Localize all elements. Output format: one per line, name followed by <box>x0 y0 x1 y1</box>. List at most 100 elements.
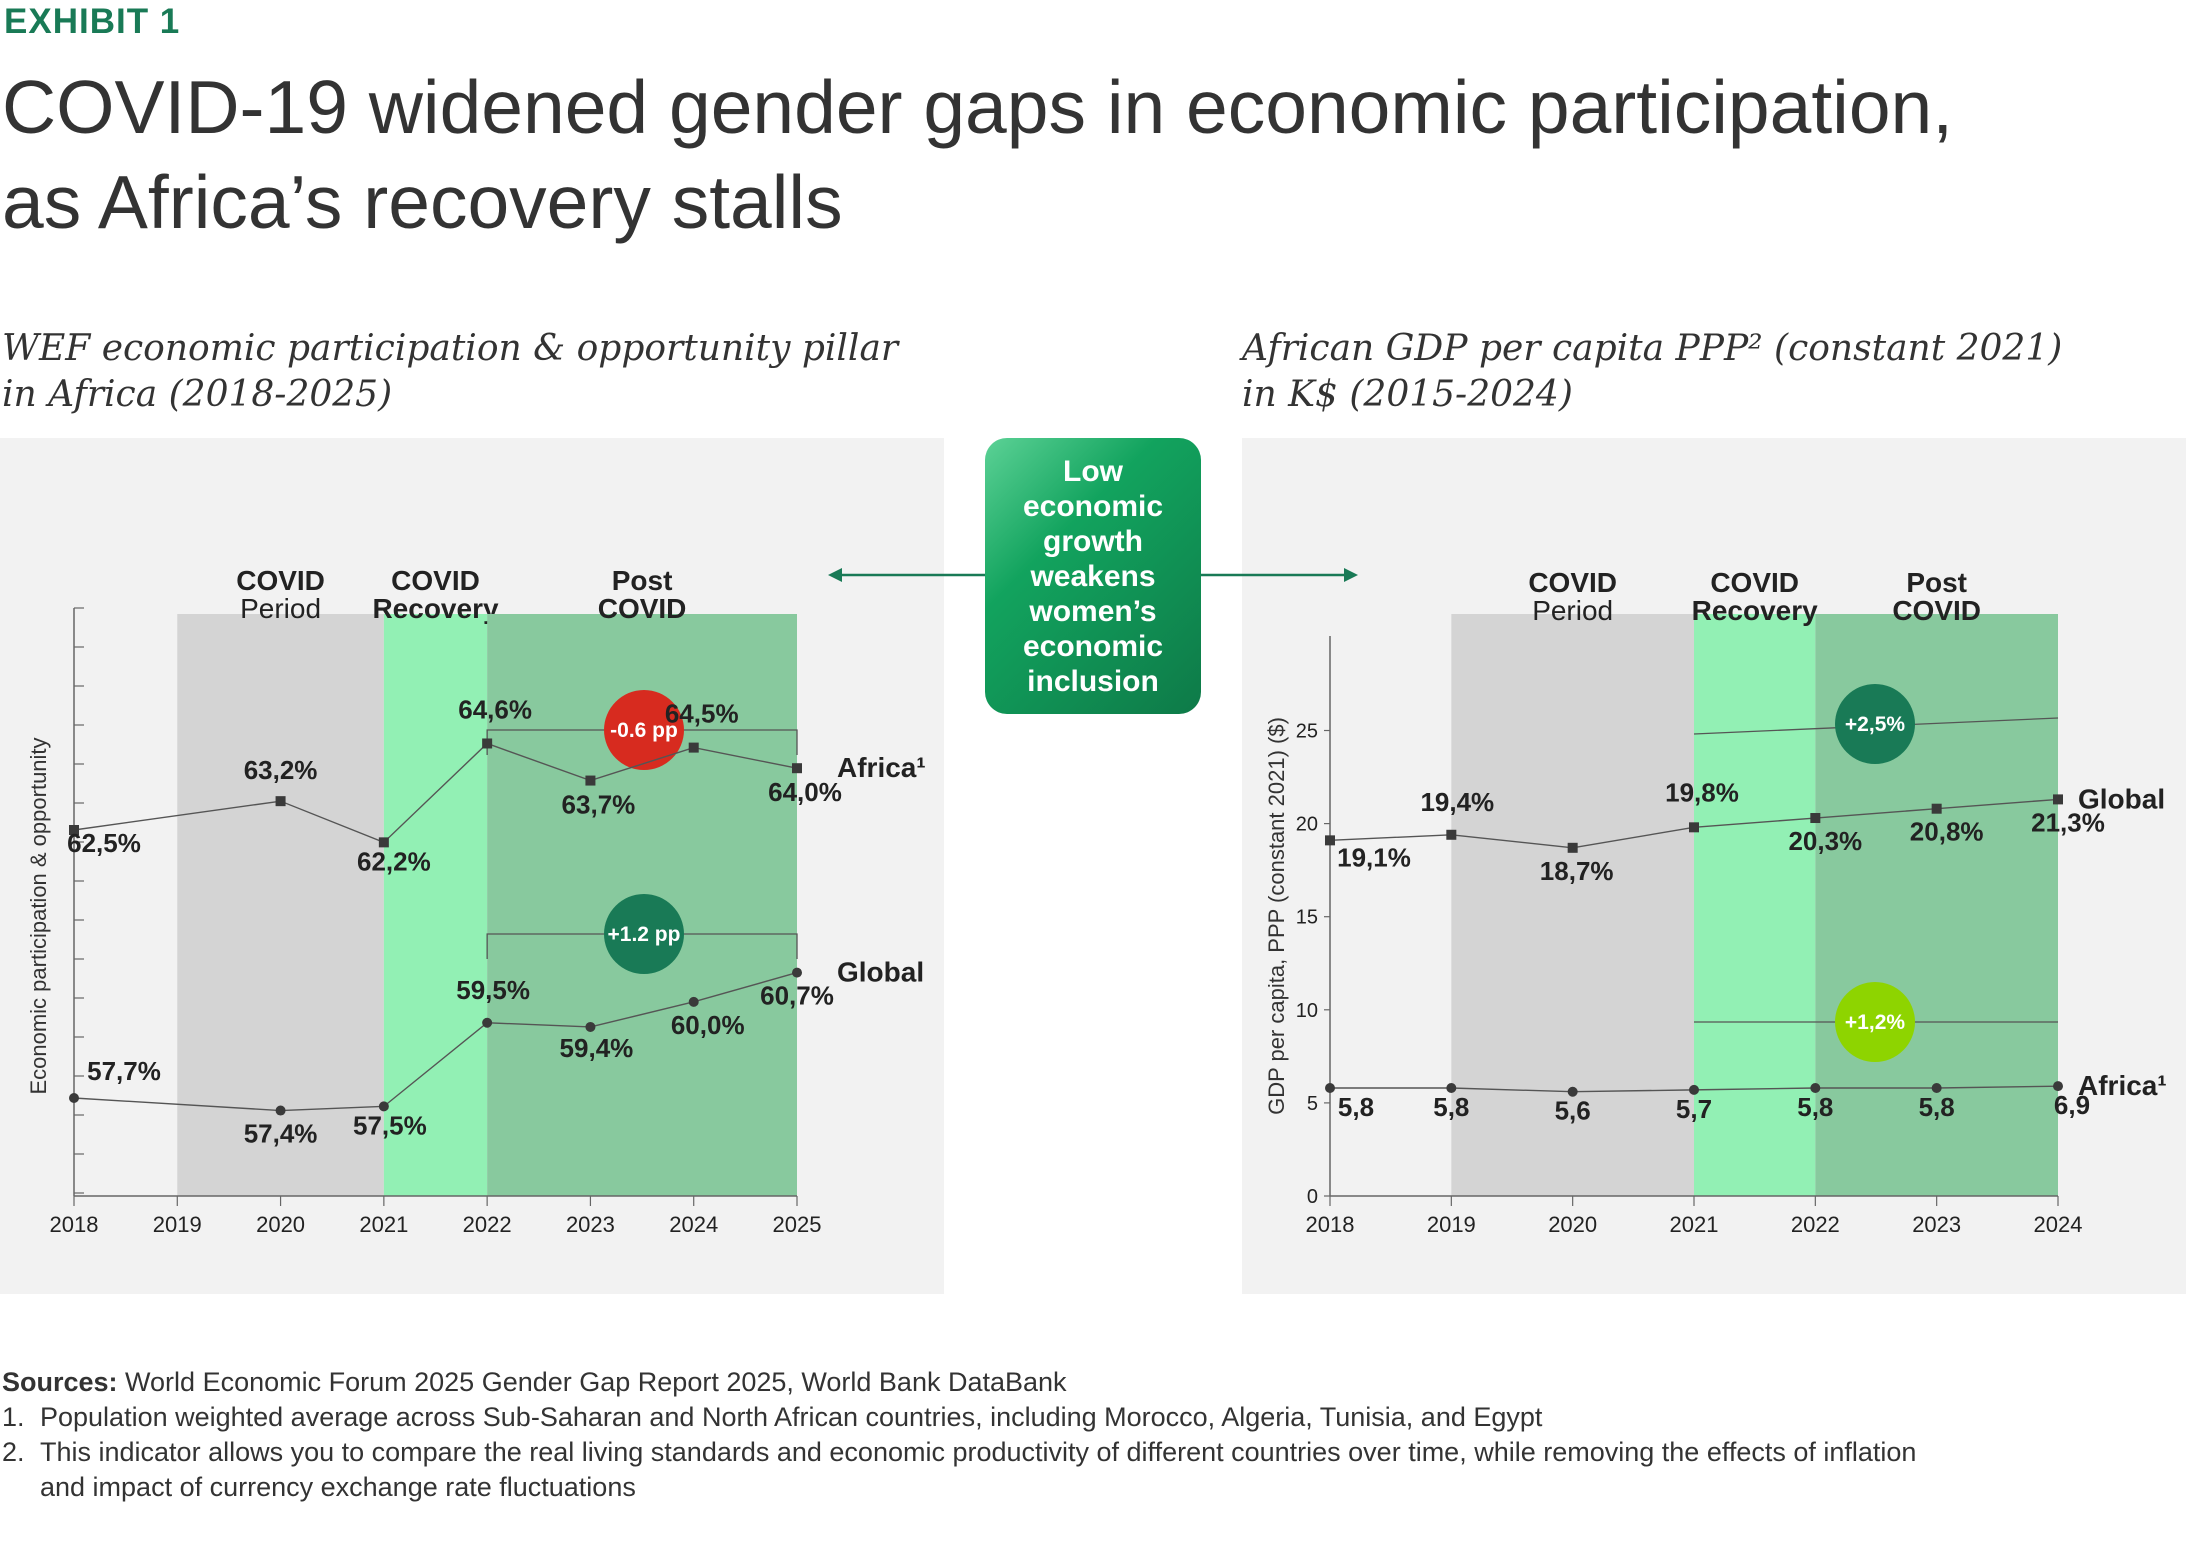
data-label: 19,8% <box>1665 777 1739 807</box>
callout-line: Low <box>1063 454 1123 488</box>
x-tick-label: 2023 <box>566 1212 615 1237</box>
right-chart-subtitle: African GDP per capita PPP² (constant 20… <box>1242 326 2062 418</box>
phase-label-bottom: Period <box>1532 595 1613 626</box>
data-label: 62,5% <box>67 828 141 858</box>
phase-band <box>383 614 488 1196</box>
data-label: 63,2% <box>244 755 318 785</box>
series-name-label: Africa¹ <box>2078 1070 2167 1101</box>
y-tick-label: 10 <box>1296 1000 1318 1022</box>
phase-label-top: Post <box>612 565 673 596</box>
data-label: 5,8 <box>1433 1092 1469 1122</box>
phase-label-bottom: Recovery <box>372 593 499 624</box>
x-tick-label: 2020 <box>1548 1212 1597 1237</box>
data-label: 18,7% <box>1540 856 1614 886</box>
x-tick-label: 2020 <box>256 1212 305 1237</box>
x-tick-label: 2024 <box>669 1212 718 1237</box>
data-label: 19,4% <box>1420 787 1494 817</box>
data-point <box>2053 794 2063 805</box>
data-point <box>378 837 389 848</box>
data-label: 6,9 <box>2054 1090 2090 1120</box>
x-tick-label: 2022 <box>463 1212 512 1237</box>
annotation-badge <box>1835 684 1915 764</box>
data-label: 59,5% <box>456 975 530 1005</box>
y-tick-label: 20 <box>1296 814 1318 836</box>
data-label: 21,3% <box>2031 807 2105 837</box>
exhibit-label: EXHIBIT 1 <box>4 2 181 41</box>
footnote-number <box>2 1470 40 1505</box>
phase-label-top: COVID <box>1528 567 1617 598</box>
data-point <box>688 742 699 753</box>
phase-label-bottom: Recovery <box>1692 595 1819 626</box>
data-point <box>1446 829 1457 840</box>
data-label: 62,2% <box>357 846 431 876</box>
data-point <box>2053 1081 2063 1092</box>
footnote-number: 2. <box>2 1437 25 1467</box>
footnotes: Sources: World Economic Forum 2025 Gende… <box>2 1365 2152 1505</box>
callout-arrows <box>828 568 1358 582</box>
data-point <box>1325 1083 1335 1094</box>
x-tick-label: 2019 <box>1427 1212 1476 1237</box>
data-point <box>1689 1084 1699 1095</box>
footnote-1: 1. Population weighted average across Sub… <box>2 1400 2152 1435</box>
data-point <box>585 775 596 786</box>
data-point <box>1931 803 1942 814</box>
data-point <box>482 1017 493 1028</box>
right-chart-panel: COVID Period COVID Recovery Post COVID 0 5 10 15 2… <box>1242 438 2186 1294</box>
data-label: 64,6% <box>458 694 532 724</box>
series-name-label: Global <box>837 957 924 988</box>
data-label: 5,8 <box>1797 1092 1833 1122</box>
phase-band <box>177 614 384 1196</box>
right-subtitle-line-1: African GDP per capita PPP² (constant 20… <box>1242 328 2063 369</box>
callout-line: inclusion <box>1027 664 1159 698</box>
data-label: 5,7 <box>1676 1094 1712 1124</box>
x-tick-label: 2019 <box>153 1212 202 1237</box>
data-point <box>792 967 802 978</box>
data-point <box>1689 822 1699 833</box>
x-tick-label: 2021 <box>359 1212 408 1237</box>
data-point <box>378 1101 389 1112</box>
phase-label-bottom: COVID <box>598 593 687 624</box>
title-line-1: COVID-19 widened gender gaps in economic… <box>2 65 1954 149</box>
left-arrow-head-icon <box>828 568 842 582</box>
data-label: 57,4% <box>244 1119 318 1149</box>
footnote-2: 2. This indicator allows you to compare t… <box>2 1435 2152 1470</box>
right-chart: COVIDPeriodCOVIDRecoveryPostCOVID0510152… <box>1264 567 2167 1237</box>
y-tick-label: 5 <box>1307 1093 1318 1115</box>
x-tick-label: 2018 <box>1306 1212 1355 1237</box>
y-tick-label: 25 <box>1296 721 1318 743</box>
footnote-2-continued: and impact of currency exchange rate flu… <box>2 1470 2152 1505</box>
right-arrow-head-icon <box>1344 568 1358 582</box>
data-label: 5,8 <box>1338 1092 1374 1122</box>
left-chart-panel: COVID Period COVID Recovery Post COVID 2018 201… <box>0 438 944 1294</box>
data-point <box>1810 813 1821 824</box>
phase-label-top: COVID <box>236 565 325 596</box>
y-tick-label: 15 <box>1296 907 1318 929</box>
data-label: 60,0% <box>671 1010 745 1040</box>
page-title: COVID-19 widened gender gaps in economic… <box>2 60 2102 250</box>
sources-label: Sources: <box>2 1367 118 1397</box>
title-line-2: as Africa’s recovery stalls <box>2 160 843 244</box>
data-point <box>275 1105 286 1116</box>
data-label: 5,6 <box>1555 1096 1591 1126</box>
footnote-number: 1. <box>2 1402 25 1432</box>
x-tick-label: 2025 <box>773 1212 822 1237</box>
x-tick-label: 2024 <box>2034 1212 2083 1237</box>
data-label: 64,0% <box>768 777 842 807</box>
phase-label-bottom: COVID <box>1892 595 1981 626</box>
series-name-label: Africa¹ <box>837 752 926 783</box>
callout-line: weakens <box>1030 559 1156 593</box>
phase-label-top: Post <box>1906 567 1967 598</box>
x-tick-label: 2018 <box>50 1212 99 1237</box>
y-tick-label: 0 <box>1307 1186 1318 1208</box>
data-point <box>1446 1083 1457 1094</box>
annotation-badge-label: +1.2 pp <box>608 923 681 946</box>
phase-band <box>1451 614 1694 1196</box>
annotation-badge-label: -0.6 pp <box>610 719 678 742</box>
data-point <box>792 763 802 774</box>
x-tick-label: 2023 <box>1912 1212 1961 1237</box>
data-label: 19,1% <box>1337 842 1411 872</box>
data-label: 5,8 <box>1919 1092 1955 1122</box>
data-label: 20,8% <box>1910 817 1984 847</box>
data-point <box>69 1093 79 1103</box>
